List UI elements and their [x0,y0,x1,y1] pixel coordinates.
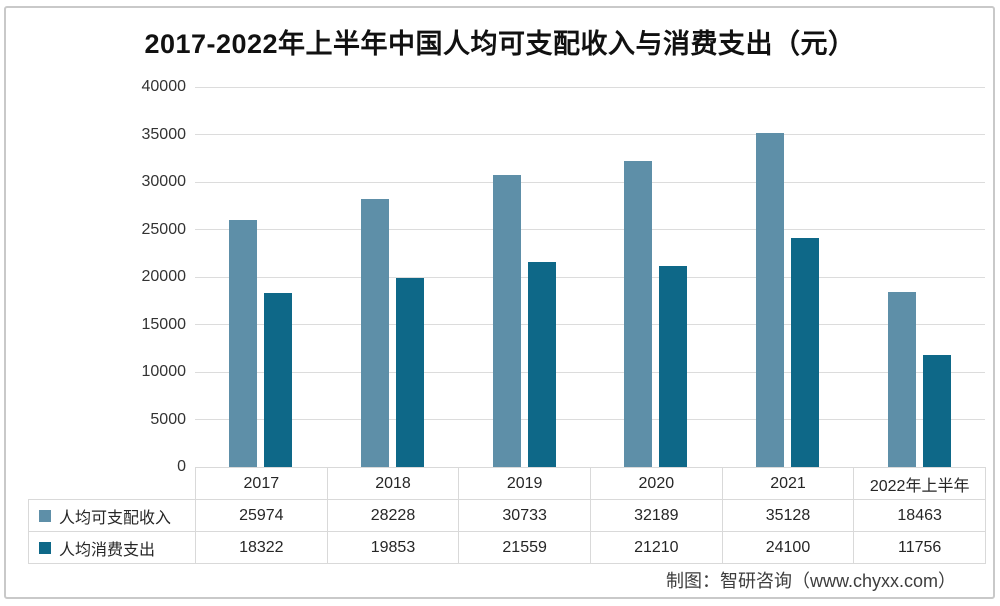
y-axis-tick-label: 10000 [141,363,187,380]
legend-label: 人均可支配收入 [59,509,172,527]
table-value-cell: 21210 [590,531,723,564]
table-value-cell: 25974 [195,499,328,532]
chart-title: 2017-2022年上半年中国人均可支配收入与消费支出（元） [144,29,856,59]
y-axis-tick-label: 25000 [141,220,187,238]
footer-credit: 制图：智研咨询（www.chyxx.com） [665,571,956,591]
table-value-cell: 19853 [326,531,460,564]
y-axis-tick-label: 0 [177,458,186,475]
y-axis-tick-label: 20000 [141,268,187,285]
y-axis-tick-label: 30000 [141,173,187,190]
income-bar [361,198,389,467]
y-gridline [195,371,985,373]
expense-bar [396,278,424,467]
table-value-cell: 28228 [326,499,460,532]
table-value-cell: 30733 [458,499,591,532]
table-value-cell: 24100 [721,531,855,564]
y-gridline [195,181,985,183]
income-bar [756,133,784,467]
table-value-cell: 11756 [853,531,986,564]
table-header-cell: 2022年上半年 [853,467,986,500]
income-bar [229,220,258,467]
expense-bar [659,265,688,467]
legend-swatch [39,541,51,554]
table-value-cell: 32189 [590,499,723,532]
expense-bar [264,292,293,467]
income-bar [492,175,521,467]
y-axis-tick-label: 15000 [141,315,187,333]
y-gridline [195,276,985,278]
table-header-cell: 2020 [590,467,723,500]
y-gridline [195,134,985,135]
legend-cell: 人均消费支出 [28,531,196,564]
y-gridline [195,419,985,420]
income-bar [887,291,916,467]
legend-swatch [39,509,51,522]
income-bar [624,161,653,467]
expense-bar [791,238,819,467]
table-value-cell: 35128 [721,499,855,532]
expense-bar [527,262,556,467]
table-header-cell: 2017 [195,467,328,500]
y-axis-tick-label: 35000 [141,125,187,143]
legend-cell: 人均可支配收入 [28,499,196,532]
expense-bar [922,355,951,467]
table-value-cell: 18322 [195,531,328,564]
y-axis-tick-label: 40000 [141,78,187,95]
y-axis-tick-label: 5000 [150,410,186,428]
y-gridline [195,324,985,325]
table-header-cell: 2018 [326,467,460,500]
table-value-cell: 21559 [458,531,591,564]
legend-label: 人均消费支出 [59,541,156,559]
y-gridline [195,229,985,230]
table-value-cell: 18463 [853,499,986,532]
table-header-cell: 2021 [721,467,855,500]
y-gridline [195,86,985,88]
table-header-cell: 2019 [458,467,591,500]
